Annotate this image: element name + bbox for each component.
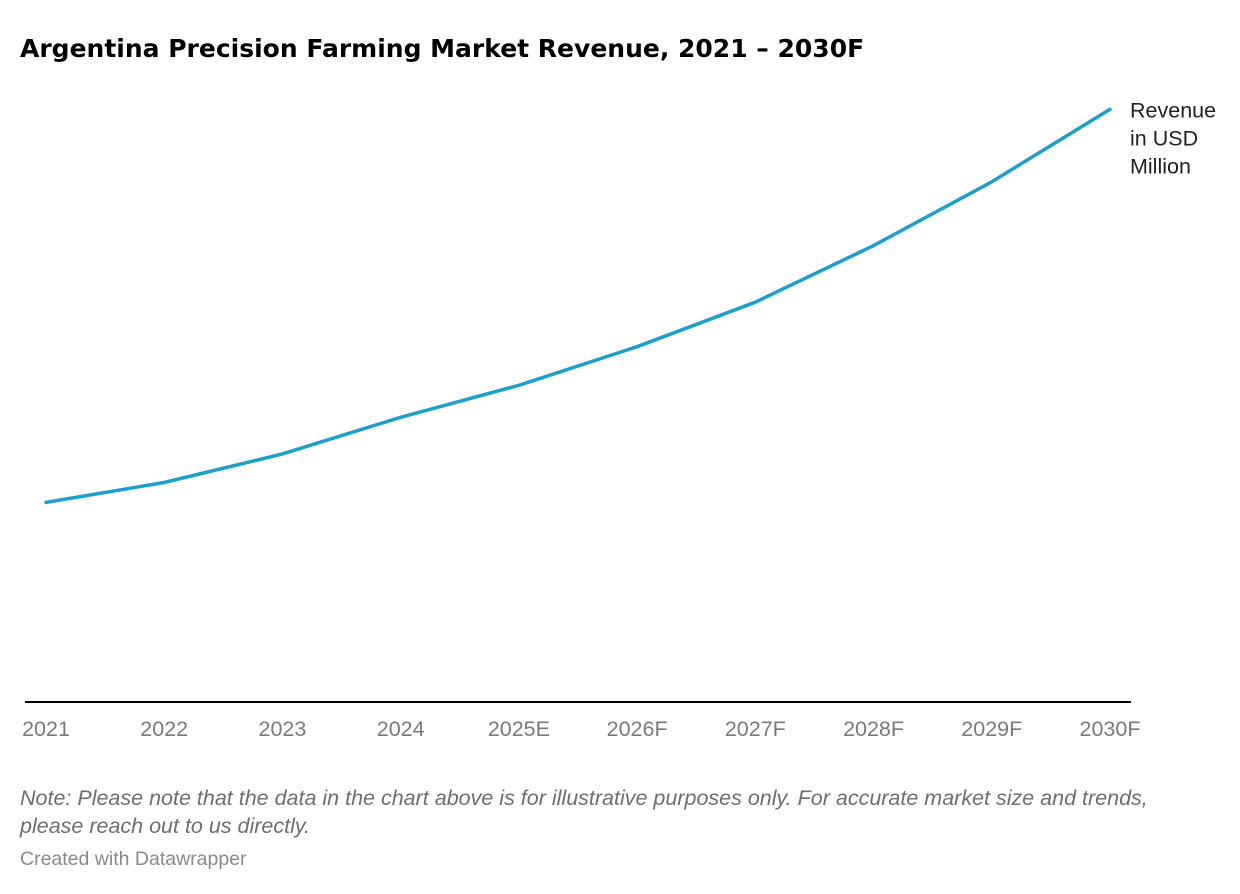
credit-text: Created with Datawrapper <box>20 848 247 870</box>
series-label-line: Million <box>1130 154 1191 178</box>
series-line <box>44 107 1112 505</box>
line-chart: 2021 2022 2023 2024 2025E 2026F 2027F 2028F 2029… <box>22 98 1216 741</box>
footnote: Note: Please note that the data in the c… <box>20 786 1148 838</box>
x-tick-label: 2029F <box>961 717 1022 741</box>
series-label-layer: Revenue in USD Million <box>1130 98 1216 178</box>
series-label: Revenue in USD Million <box>1130 98 1216 178</box>
x-tick-label: 2027F <box>725 717 786 741</box>
series-label-line: in USD <box>1130 126 1198 150</box>
x-tick-label: 2023 <box>259 717 307 741</box>
chart-title: Argentina Precision Farming Market Reven… <box>20 34 865 63</box>
x-tick-label: 2028F <box>843 717 904 741</box>
x-tick-label: 2025E <box>488 717 550 741</box>
x-axis-tick-labels: 2021 2022 2023 2024 2025E 2026F 2027F 2028F 2029… <box>22 717 1140 741</box>
x-tick-label: 2024 <box>377 717 425 741</box>
x-tick-label: 2026F <box>607 717 668 741</box>
x-tick-label: 2030F <box>1080 717 1141 741</box>
series-layer <box>44 107 1112 505</box>
x-tick-label: 2022 <box>140 717 188 741</box>
series-label-line: Revenue <box>1130 98 1216 122</box>
x-tick-label: 2021 <box>22 717 70 741</box>
